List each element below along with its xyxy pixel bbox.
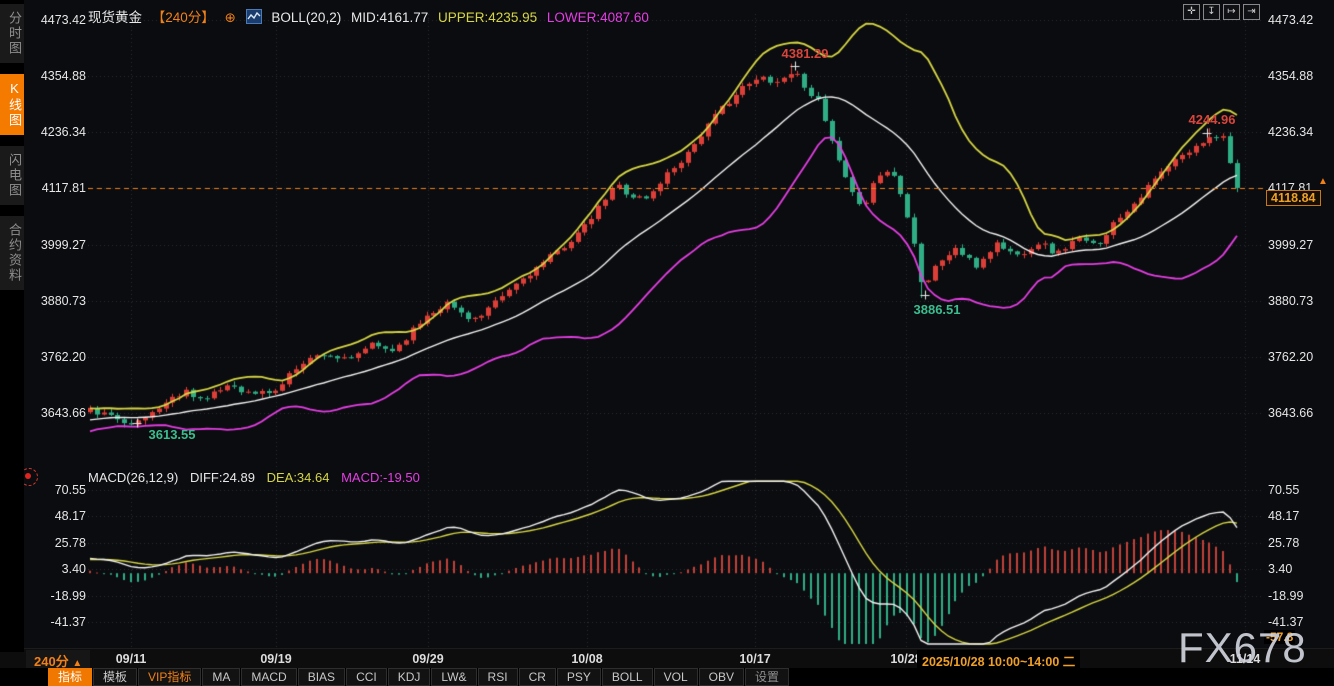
extreme-price-label: 3886.51 [913, 302, 961, 317]
price-tick-label: 4354.88 [1268, 69, 1314, 84]
price-level-arrow-icon: ▲ [1318, 176, 1328, 187]
axis-scale-left-icon[interactable]: ↧ [1203, 4, 1220, 20]
boll-upper-value: UPPER:4235.95 [438, 10, 538, 25]
macd-tick-label: -18.99 [1268, 588, 1304, 603]
macd-name: MACD(26,12,9) [88, 470, 179, 485]
price-tick-label: 3643.66 [1268, 406, 1314, 420]
toolbar-tab-VOL[interactable]: VOL [653, 668, 698, 686]
sidebar-item-闪电图[interactable]: 闪电图 [0, 146, 24, 205]
toolbar-tab-指标[interactable]: 指标 [48, 668, 93, 686]
price-tick-label: 3762.20 [1268, 349, 1314, 364]
toolbar-tab-VIP指标[interactable]: VIP指标 [138, 668, 202, 686]
price-tick-label: 4473.42 [40, 13, 86, 27]
sidebar-item-K线图[interactable]: K线图 [0, 74, 24, 135]
date-label-10-28: 10/28 [890, 652, 922, 666]
kline-chart-canvas[interactable] [88, 12, 1264, 652]
boll-label: BOLL(20,2) [271, 10, 342, 25]
link-icon[interactable]: ⊕ [224, 10, 236, 25]
macd-dea-value: DEA:34.64 [266, 470, 330, 485]
date-label-10-08: 10/08 [571, 652, 603, 666]
toolbar-tab-模板[interactable]: 模板 [93, 668, 138, 686]
date-label-11-14: 11/14 [1229, 652, 1261, 666]
collapse-panel-icon[interactable]: ⇥ [1243, 4, 1260, 20]
bar-datetime-tooltip: 2025/10/28 10:00~14:00 二 [917, 650, 1081, 671]
price-tick-label: 3643.66 [40, 406, 86, 420]
price-tick-label: 3880.73 [1268, 293, 1314, 308]
toolbar-tab-RSI[interactable]: RSI [477, 668, 518, 686]
indicator-toolbar: 指标 模板 VIP指标 MA MACD BIAS CCI KDJ LW& RSI CR PSY BOLL… [0, 668, 1334, 686]
macd-tick-label: 70.55 [54, 483, 86, 497]
boll-lower-value: LOWER:4087.60 [546, 10, 649, 25]
symbol-title: 现货黄金 [88, 10, 142, 25]
period-selector[interactable]: 240分 ▲ [26, 650, 91, 671]
macd-tick-label: 70.55 [1268, 483, 1300, 497]
toolbar-tab-设置[interactable]: 设置 [744, 668, 789, 686]
chart-type-sidebar: 分时图 K线图闪电图合约资料 [0, 0, 24, 652]
indicator-chart-icon[interactable] [245, 9, 262, 24]
price-tick-label: 3999.27 [40, 237, 86, 252]
price-tick-label: 3880.73 [40, 293, 86, 308]
price-tick-label: 4473.42 [1268, 13, 1314, 27]
period-label: 【240分】 [151, 10, 215, 25]
macd-tick-label: 48.17 [1268, 509, 1300, 524]
sidebar-item-分时图[interactable]: 分时图 [0, 4, 24, 63]
price-tick-label: 4236.34 [40, 125, 86, 140]
date-label-10-17: 10/17 [739, 652, 771, 666]
macd-tick-label: 3.40 [1268, 562, 1293, 577]
macd-tick-label: 25.78 [1268, 535, 1300, 550]
boll-mid-value: MID:4161.77 [350, 10, 429, 25]
toolbar-tab-CCI[interactable]: CCI [346, 668, 387, 686]
macd-value-tag: -57.8 [1264, 630, 1296, 644]
date-label-09-19: 09/19 [260, 652, 292, 666]
toolbar-tab-OBV[interactable]: OBV [698, 668, 744, 686]
period-dropdown-arrow: ▲ [72, 658, 83, 669]
price-tick-label: 3762.20 [40, 349, 86, 364]
price-tick-label: 4354.88 [40, 69, 86, 84]
price-tick-label: 4236.34 [1268, 125, 1314, 140]
axis-scale-right-icon[interactable]: ↦ [1223, 4, 1240, 20]
toolbar-tab-LW&[interactable]: LW& [431, 668, 477, 686]
toolbar-tab-MA[interactable]: MA [202, 668, 241, 686]
toolbar-tab-PSY[interactable]: PSY [556, 668, 601, 686]
date-label-09-29: 09/29 [412, 652, 444, 666]
chart-header: 现货黄金 【240分】 ⊕ BOLL(20,2) MID:4161.77 UPP… [88, 6, 655, 25]
pan-icon[interactable]: ✛ [1183, 4, 1200, 20]
x-axis-row: 240分 ▲ 09/11 09/19 09/29 10/08 10/17 10/28 11/… [0, 648, 1334, 671]
macd-tick-label: -18.99 [50, 588, 86, 603]
sidebar-item-合约资料[interactable]: 合约资料 [0, 216, 24, 290]
chart-toolbar-icons: ✛ ↧ ↦ ⇥ [1183, 4, 1260, 20]
macd-header: MACD(26,12,9) DIFF:24.89 DEA:34.64 MACD:… [88, 470, 428, 485]
toolbar-tab-BIAS[interactable]: BIAS [297, 668, 346, 686]
toolbar-tab-MACD[interactable]: MACD [241, 668, 297, 686]
macd-macd-value: MACD:-19.50 [341, 470, 420, 485]
price-tick-label: 3999.27 [1268, 237, 1314, 252]
extreme-price-label: 3613.55 [148, 427, 196, 442]
price-tick-label: 4117.81 [41, 181, 86, 196]
macd-diff-value: DIFF:24.89 [189, 470, 255, 485]
extreme-price-label: 4381.29 [781, 46, 829, 61]
date-label-09-11: 09/11 [115, 652, 147, 666]
extreme-price-label: 4244.96 [1188, 112, 1236, 127]
toolbar-tab-KDJ[interactable]: KDJ [387, 668, 431, 686]
macd-tick-label: -41.37 [50, 615, 86, 629]
macd-tick-label: -41.37 [1268, 615, 1304, 629]
macd-tick-label: 48.17 [54, 509, 86, 524]
toolbar-tab-CR[interactable]: CR [518, 668, 556, 686]
last-price-tag: 4118.84 [1266, 190, 1321, 206]
toolbar-tab-BOLL[interactable]: BOLL [601, 668, 653, 686]
macd-tick-label: 25.78 [54, 535, 86, 550]
macd-tick-label: 3.40 [61, 562, 86, 577]
